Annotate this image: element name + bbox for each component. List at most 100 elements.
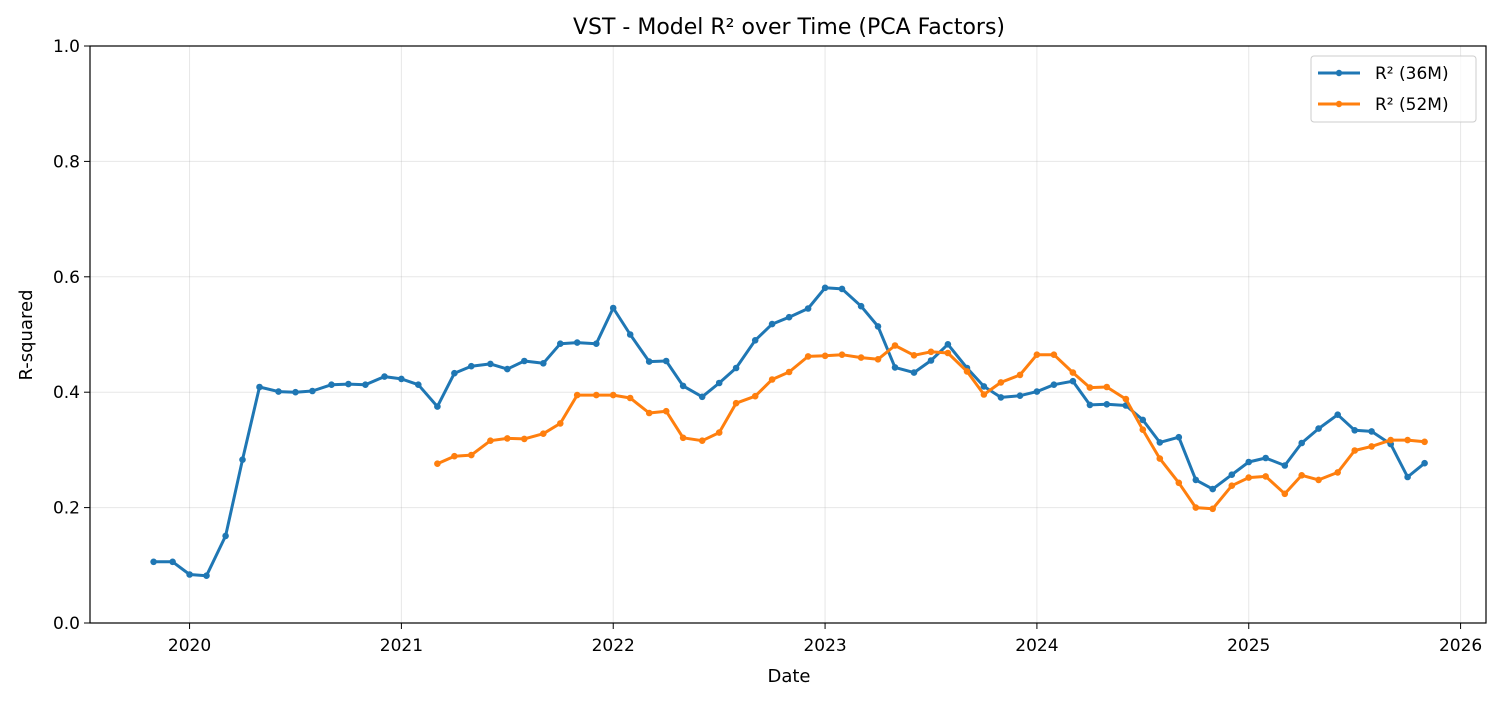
data-point [1209, 505, 1216, 513]
data-point [645, 409, 653, 417]
data-point [434, 460, 441, 468]
data-point [1334, 411, 1341, 419]
data-point [1156, 455, 1164, 462]
x-tick-label: 2023 [803, 636, 846, 656]
series-0 [150, 284, 1428, 579]
x-tick-label: 2022 [592, 636, 635, 656]
data-point [1033, 388, 1041, 395]
data-point [927, 348, 935, 356]
data-point [1069, 369, 1077, 376]
data-point [698, 393, 706, 401]
data-point [927, 357, 935, 364]
data-point [751, 337, 759, 344]
data-point [626, 331, 634, 338]
data-point [1281, 462, 1289, 469]
data-point [1421, 438, 1428, 446]
data-point [1069, 377, 1077, 385]
data-point [1192, 476, 1200, 484]
data-point [1050, 381, 1058, 389]
data-point [1351, 447, 1358, 454]
data-point [698, 437, 706, 445]
data-point [593, 391, 600, 399]
data-point [1262, 454, 1269, 462]
data-point [468, 451, 475, 459]
data-point [963, 368, 971, 375]
data-point [857, 354, 865, 361]
data-point [679, 382, 687, 390]
data-point [1122, 395, 1130, 403]
data-point [645, 358, 653, 365]
data-point [309, 387, 316, 395]
x-axis: 2020 2021 2022 2023 2024 2025 2026 [168, 623, 1482, 656]
data-point [609, 304, 617, 312]
data-point [1281, 490, 1289, 498]
data-point [1315, 425, 1322, 432]
data-point [1315, 476, 1322, 484]
data-point [521, 357, 528, 365]
legend-label-36m: R² (36M) [1375, 64, 1449, 84]
data-point [573, 339, 581, 346]
data-point [203, 572, 210, 579]
data-point [504, 435, 511, 442]
data-point [662, 357, 670, 365]
data-point [1421, 459, 1428, 467]
data-point [944, 349, 952, 357]
data-point [1334, 469, 1341, 476]
data-point [715, 379, 723, 387]
data-point [821, 284, 829, 292]
data-point [1086, 401, 1094, 409]
data-point [573, 391, 581, 399]
chart-title: VST - Model R² over Time (PCA Factors) [573, 15, 1005, 40]
data-point [609, 391, 617, 399]
data-point [1404, 436, 1411, 444]
data-point [415, 381, 422, 389]
legend: R² (36M) R² (52M) [1310, 55, 1477, 123]
data-point [626, 394, 634, 402]
data-point [732, 364, 740, 372]
series-layer [150, 284, 1428, 579]
data-point [1298, 472, 1305, 479]
data-point [1033, 351, 1041, 359]
y-axis-label: R-squared [16, 289, 37, 380]
data-point [150, 558, 157, 566]
data-point [910, 369, 918, 376]
data-point [804, 353, 812, 360]
data-point [821, 352, 829, 360]
data-point [451, 369, 458, 377]
data-point [891, 364, 899, 371]
data-point [1228, 482, 1236, 490]
data-point [997, 379, 1005, 386]
data-point [1016, 392, 1024, 400]
data-point [381, 373, 388, 380]
x-axis-label: Date [767, 666, 810, 687]
data-point [1351, 427, 1358, 434]
data-point [1245, 458, 1252, 466]
data-point [521, 435, 528, 443]
data-point [345, 380, 352, 388]
y-axis: 0.0 0.2 0.4 0.6 0.8 1.0 [53, 37, 90, 634]
x-tick-label: 2024 [1015, 636, 1058, 656]
data-point [504, 365, 511, 373]
data-point [451, 452, 458, 460]
data-point [1103, 401, 1111, 408]
y-tick-label: 0.6 [53, 268, 80, 288]
x-tick-label: 2020 [168, 636, 211, 656]
data-point [239, 456, 246, 464]
data-point [1368, 428, 1375, 435]
legend-marker-36m [1335, 69, 1343, 77]
plot-frame [89, 45, 1487, 624]
data-point [1387, 436, 1394, 444]
y-tick-label: 0.8 [53, 152, 80, 172]
legend-label-52m: R² (52M) [1375, 95, 1449, 115]
data-point [874, 356, 882, 363]
data-point [944, 341, 952, 348]
data-point [768, 376, 776, 383]
data-point [557, 340, 564, 348]
data-point [540, 430, 547, 438]
data-point [1016, 371, 1024, 379]
data-point [1175, 433, 1183, 441]
data-point [874, 323, 882, 330]
data-point [1139, 416, 1147, 424]
